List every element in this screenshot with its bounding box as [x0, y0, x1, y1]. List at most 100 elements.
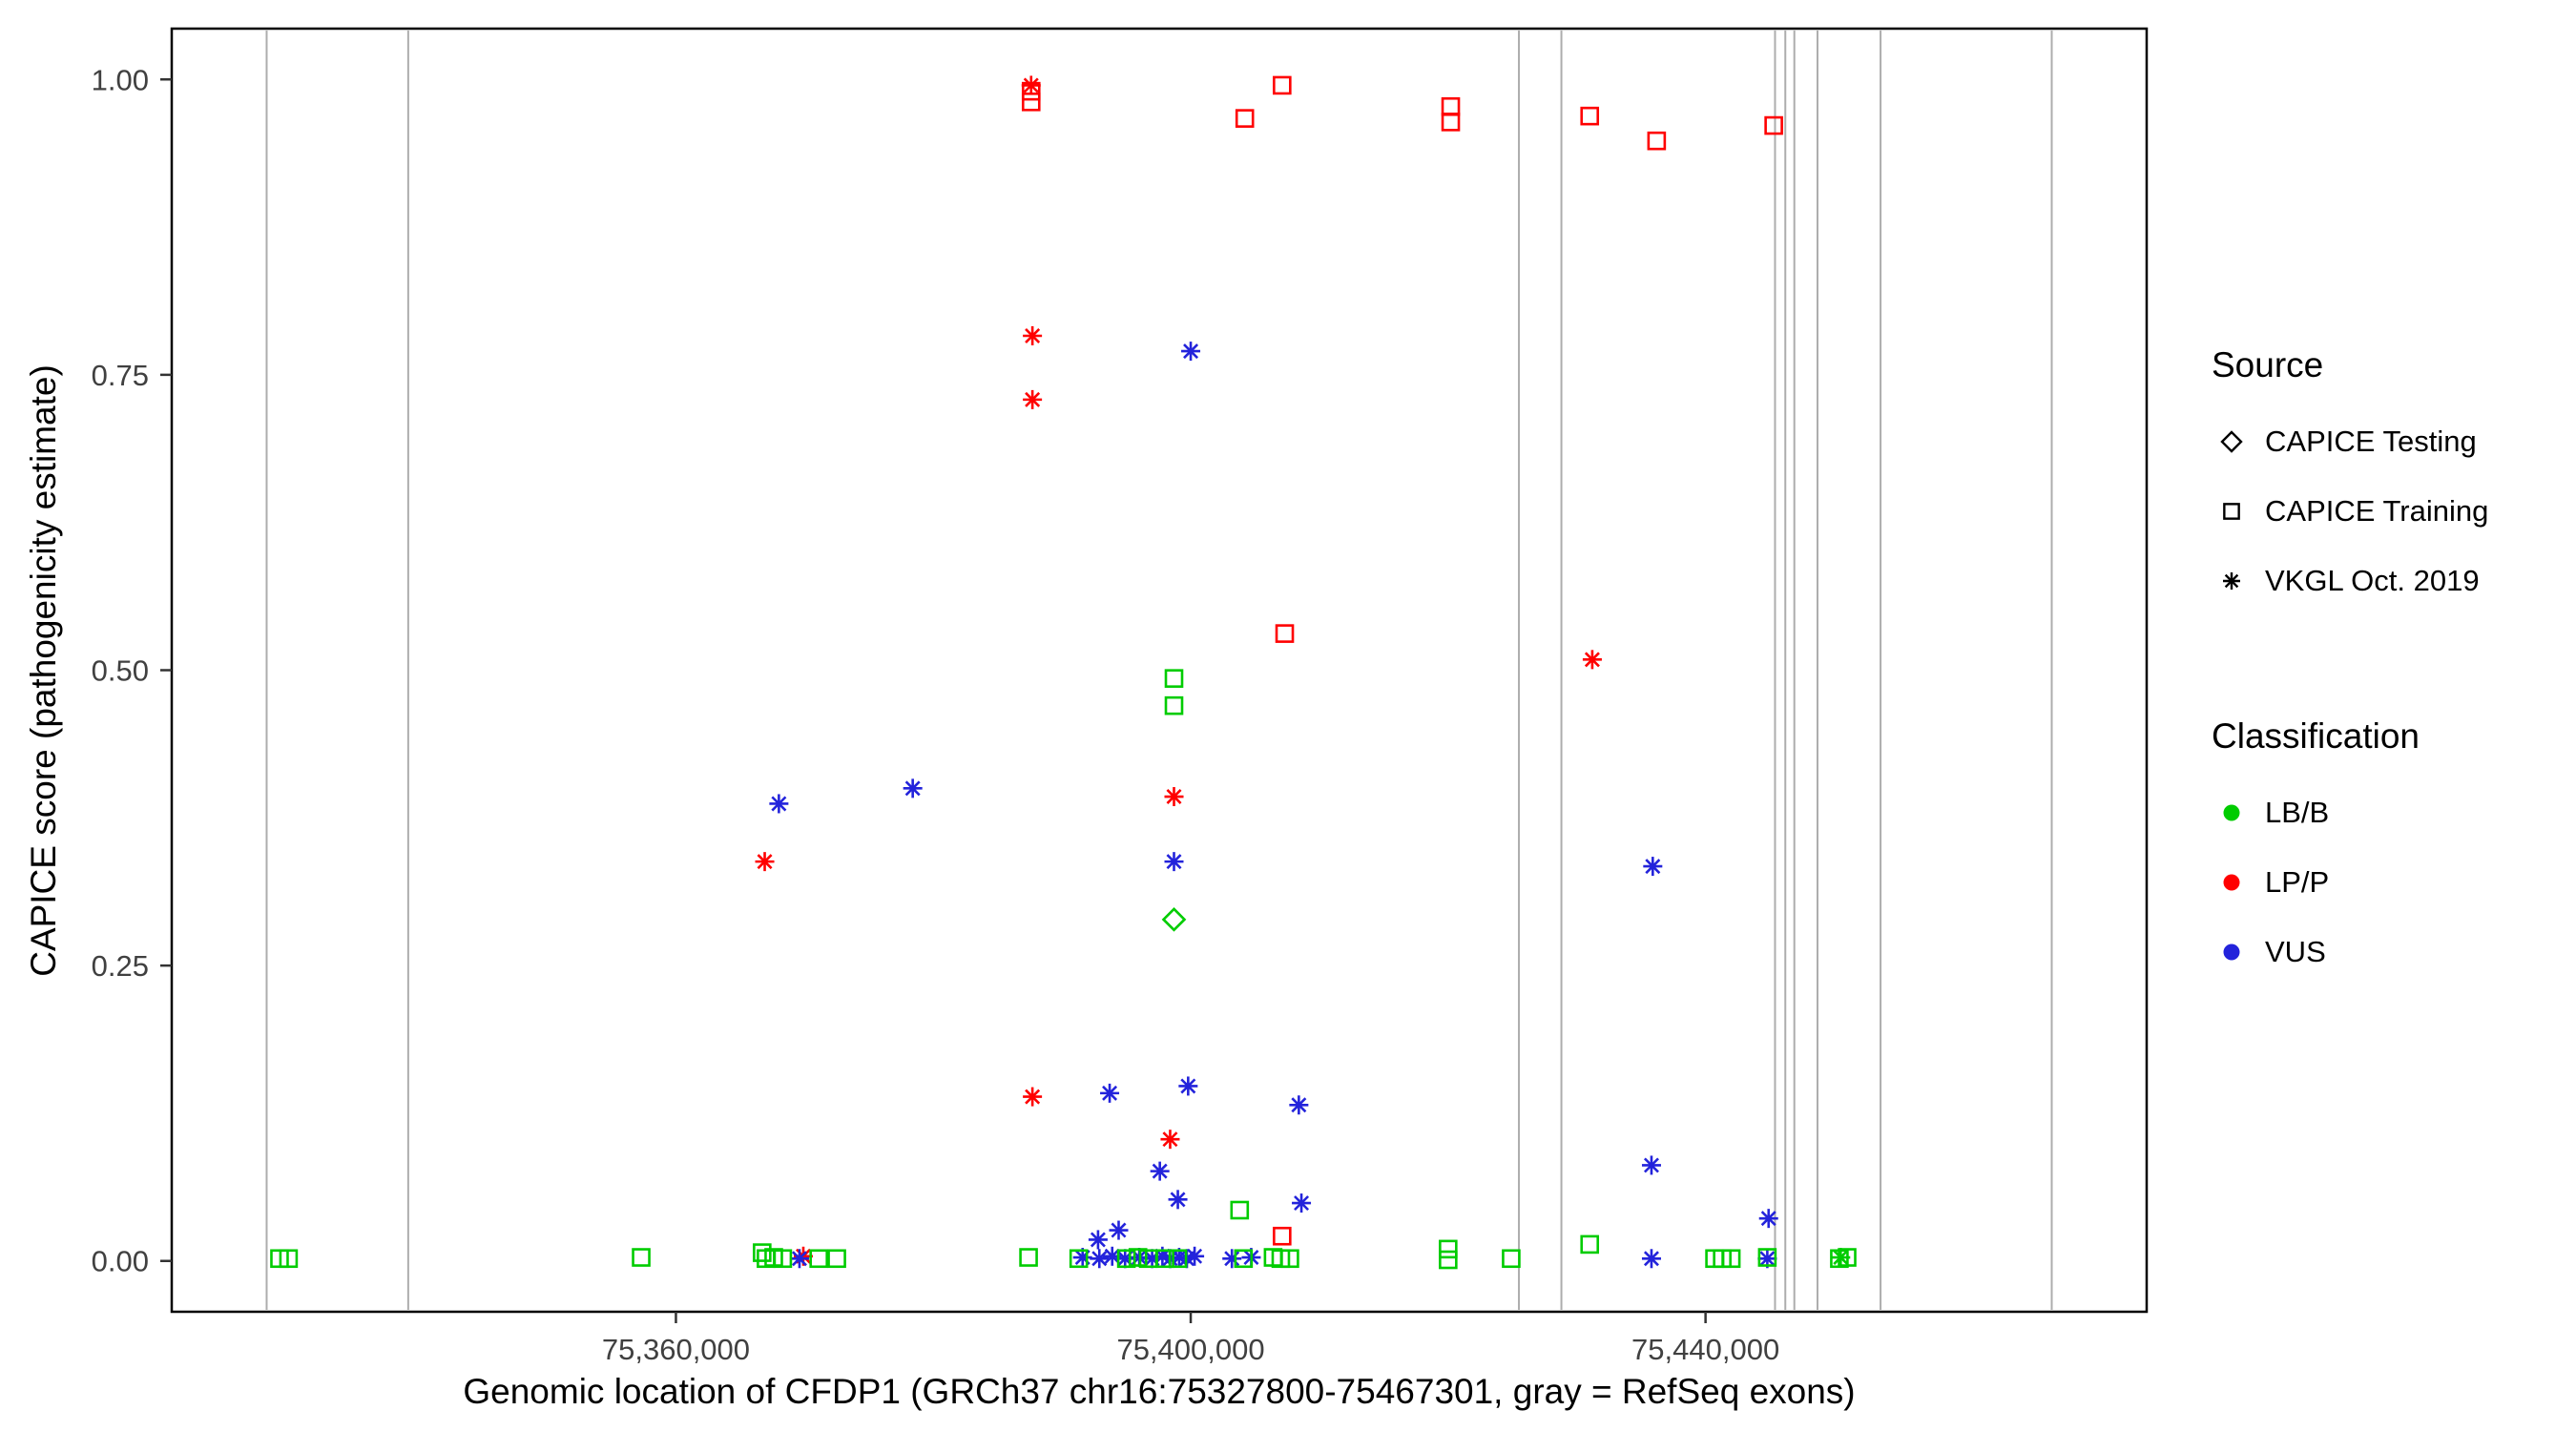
- square-point: [773, 1249, 793, 1269]
- asterisk-point: [1090, 1249, 1110, 1269]
- square-point: [753, 1243, 772, 1262]
- y-tick-label: 1.00: [92, 63, 149, 96]
- square-point: [1502, 1249, 1521, 1269]
- asterisk-point: [789, 1249, 809, 1269]
- square-point: [1019, 1248, 1038, 1267]
- legend-classification-title: Classification: [2212, 716, 2420, 756]
- asterisk-point: [903, 778, 923, 798]
- diamond-icon: [2212, 424, 2252, 460]
- square-point: [1155, 1249, 1174, 1269]
- square-point: [1273, 75, 1292, 95]
- asterisk-point: [1292, 1193, 1312, 1213]
- legend-item-label: LB/B: [2265, 795, 2330, 829]
- legend-item: VUS: [2212, 917, 2488, 986]
- square-point: [809, 1249, 828, 1269]
- asterisk-point: [1164, 852, 1184, 872]
- square-point: [279, 1249, 299, 1269]
- x-tick-label: 75,400,000: [1116, 1333, 1264, 1366]
- legend-item-label: CAPICE Testing: [2265, 424, 2477, 458]
- square-point: [1580, 1234, 1600, 1255]
- asterisk-point: [1643, 857, 1663, 877]
- asterisk-point: [1023, 326, 1043, 346]
- square-point: [1647, 131, 1667, 151]
- legend-classification: Classification LB/B LP/P VUS: [2212, 716, 2488, 986]
- square-point: [1230, 1200, 1250, 1220]
- legend-item: LP/P: [2212, 847, 2488, 917]
- square-point: [1757, 1248, 1777, 1267]
- square-point: [1021, 92, 1041, 112]
- legend-color-dot: [2223, 944, 2240, 960]
- asterisk-point: [1641, 1249, 1661, 1269]
- asterisk-point: [1021, 75, 1041, 95]
- square-point: [1235, 109, 1255, 128]
- square-point: [1275, 624, 1295, 643]
- square-point: [1441, 113, 1461, 132]
- legend-item: LB/B: [2212, 778, 2488, 847]
- asterisk-point: [1289, 1095, 1309, 1115]
- asterisk-point: [1160, 1130, 1180, 1150]
- legend-classification-items: LB/B LP/P VUS: [2212, 778, 2488, 986]
- square-point: [1021, 81, 1041, 101]
- square-point: [1116, 1249, 1136, 1269]
- asterisk-point: [1758, 1209, 1778, 1229]
- y-tick-label: 0.50: [92, 654, 149, 688]
- square-point: [1441, 96, 1461, 116]
- legend-color-dot: [2223, 804, 2240, 820]
- legend-source-title: Source: [2212, 345, 2324, 384]
- asterisk-icon: [2212, 563, 2252, 599]
- asterisk-point: [1178, 1076, 1198, 1096]
- legend-color-dot: [2223, 874, 2240, 890]
- square-point: [1439, 1239, 1458, 1259]
- y-axis-title: CAPICE score (pathogenicity estimate): [24, 364, 63, 977]
- square-point: [1439, 1250, 1458, 1270]
- square-point: [827, 1249, 846, 1269]
- circle-icon: [2212, 795, 2252, 831]
- circle-icon: [2212, 864, 2252, 901]
- asterisk-point: [1164, 787, 1184, 807]
- asterisk-point: [1641, 1155, 1661, 1175]
- asterisk-point: [1100, 1083, 1120, 1103]
- y-tick-label: 0.25: [92, 949, 149, 983]
- square-point: [1280, 1249, 1299, 1269]
- square-point: [632, 1248, 651, 1267]
- square-icon: [2212, 493, 2252, 529]
- asterisk-point: [1222, 1249, 1242, 1269]
- x-tick-label: 75,440,000: [1631, 1333, 1779, 1366]
- asterisk-point: [2223, 571, 2240, 590]
- diamond-point: [1161, 906, 1187, 932]
- legend-item-label: CAPICE Training: [2265, 493, 2489, 528]
- square-point: [1128, 1248, 1148, 1267]
- legend-item-label: LP/P: [2265, 864, 2330, 899]
- legend-item: CAPICE Testing: [2212, 406, 2488, 476]
- square-point: [1168, 1249, 1188, 1269]
- square-point: [1764, 115, 1783, 135]
- legend-item-label: VKGL Oct. 2019: [2265, 563, 2480, 597]
- square-point: [1234, 1249, 1254, 1269]
- legend: Source CAPICE Testing CAPICE Training VKGL…: [2212, 345, 2488, 986]
- asterisk-point: [1023, 389, 1043, 409]
- square-point: [1721, 1249, 1741, 1269]
- asterisk-point: [1023, 1087, 1043, 1107]
- square-point: [1273, 1226, 1292, 1246]
- legend-item-label: VUS: [2265, 934, 2326, 968]
- circle-icon: [2212, 934, 2252, 970]
- asterisk-point: [755, 852, 775, 872]
- asterisk-point: [1109, 1220, 1129, 1240]
- asterisk-point: [1831, 1248, 1851, 1268]
- diamond-point: [2220, 429, 2243, 453]
- square-point: [1580, 106, 1600, 126]
- legend-source: Source CAPICE Testing CAPICE Training VKGL…: [2212, 345, 2488, 615]
- y-tick-label: 0.75: [92, 359, 149, 392]
- asterisk-point: [1181, 342, 1201, 362]
- x-tick-label: 75,360,000: [602, 1333, 750, 1366]
- legend-source-items: CAPICE Testing CAPICE Training VKGL Oct. 2…: [2212, 406, 2488, 615]
- asterisk-point: [769, 794, 789, 814]
- asterisk-point: [1168, 1190, 1188, 1210]
- legend-item: CAPICE Training: [2212, 476, 2488, 546]
- square-point: [1164, 669, 1184, 688]
- square-point: [1164, 695, 1184, 716]
- y-tick-label: 0.00: [92, 1245, 149, 1278]
- square-point: [2223, 502, 2240, 520]
